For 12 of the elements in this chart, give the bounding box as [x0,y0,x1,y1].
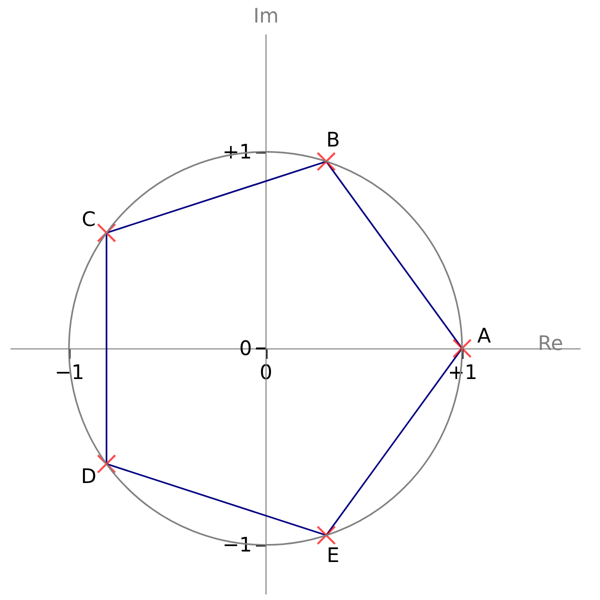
annotation: E [326,543,340,568]
annotation: C [82,206,96,231]
x-tick-label: +1 [448,360,478,384]
y-tick-label: −1 [222,532,252,556]
x-tick-label: −1 [54,360,84,384]
x-tick-label: 0 [260,360,272,384]
annotation: B [326,128,340,152]
annotation: A [477,323,492,348]
y-tick-label: 0 [239,336,252,360]
x-axis-title: Re [538,330,564,355]
y-axis-title: Im [253,4,279,28]
annotation: D [81,464,96,488]
